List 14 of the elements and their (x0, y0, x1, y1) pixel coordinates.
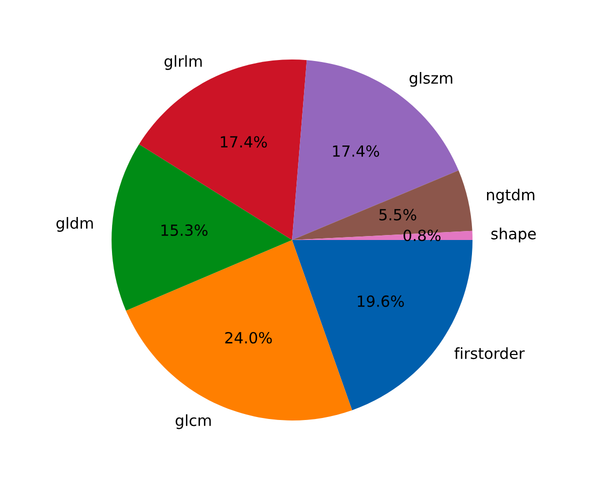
data-label: 15.3% (161, 224, 208, 236)
data-label: 17.4% (220, 136, 267, 148)
slice-label: ngtdm (487, 188, 534, 204)
slice-label: shape (491, 228, 536, 242)
slice-label: firstorder (454, 347, 525, 360)
data-label: 24.0% (225, 332, 272, 344)
slice-label: gldm (56, 217, 93, 232)
slice-label: glszm (410, 72, 452, 87)
slice-label: glrlm (164, 55, 202, 70)
data-label: 5.5% (379, 208, 416, 220)
data-label: 19.6% (358, 295, 404, 307)
data-label: 17.4% (333, 145, 380, 157)
data-label: 0.8% (404, 230, 441, 242)
slice-label: glcm (176, 414, 211, 430)
